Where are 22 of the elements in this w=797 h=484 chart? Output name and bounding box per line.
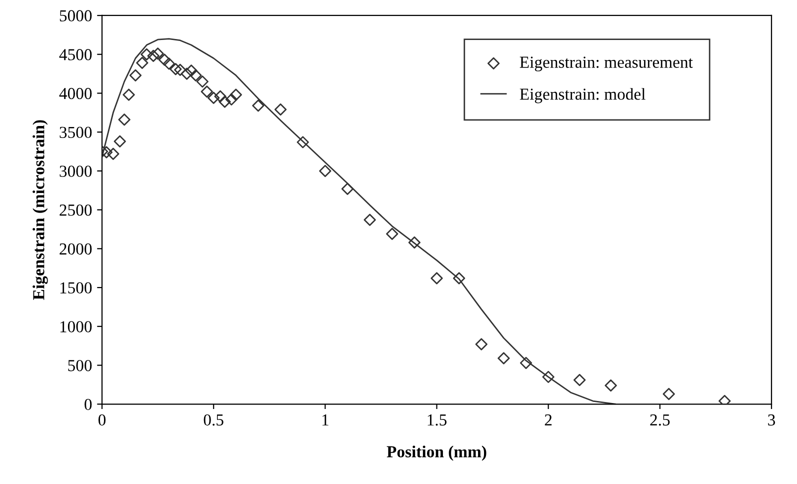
y-tick-label: 1000 bbox=[60, 321, 92, 332]
x-tick-label: 0 bbox=[98, 414, 106, 426]
x-tick-label: 2 bbox=[544, 414, 552, 426]
x-axis-title: Position (mm) bbox=[386, 446, 486, 461]
y-tick-label: 5000 bbox=[60, 10, 92, 22]
x-tick-label: 0.5 bbox=[204, 414, 224, 426]
y-tick-label: 2000 bbox=[60, 243, 92, 255]
y-tick-label: 3000 bbox=[60, 166, 92, 177]
y-tick-label: 2500 bbox=[60, 204, 92, 216]
y-tick-label: 1500 bbox=[60, 282, 92, 294]
y-tick-label: 4000 bbox=[59, 88, 92, 100]
x-tick-label: 1.5 bbox=[428, 414, 447, 426]
y-tick-label: 0 bbox=[84, 398, 92, 410]
x-tick-label: 2.5 bbox=[650, 414, 670, 426]
y-tick-label: 3500 bbox=[60, 126, 92, 138]
y-tick-label: 500 bbox=[68, 360, 92, 372]
y-axis-title: Eigenstrain (microstrain) bbox=[32, 120, 48, 300]
y-tick-label: 4500 bbox=[59, 49, 92, 60]
legend-label: Eigenstrain: measurement bbox=[520, 56, 693, 72]
x-tick-label: 3 bbox=[768, 414, 776, 426]
legend-label: Eigenstrain: model bbox=[520, 88, 646, 104]
x-tick-label: 1 bbox=[322, 414, 328, 426]
